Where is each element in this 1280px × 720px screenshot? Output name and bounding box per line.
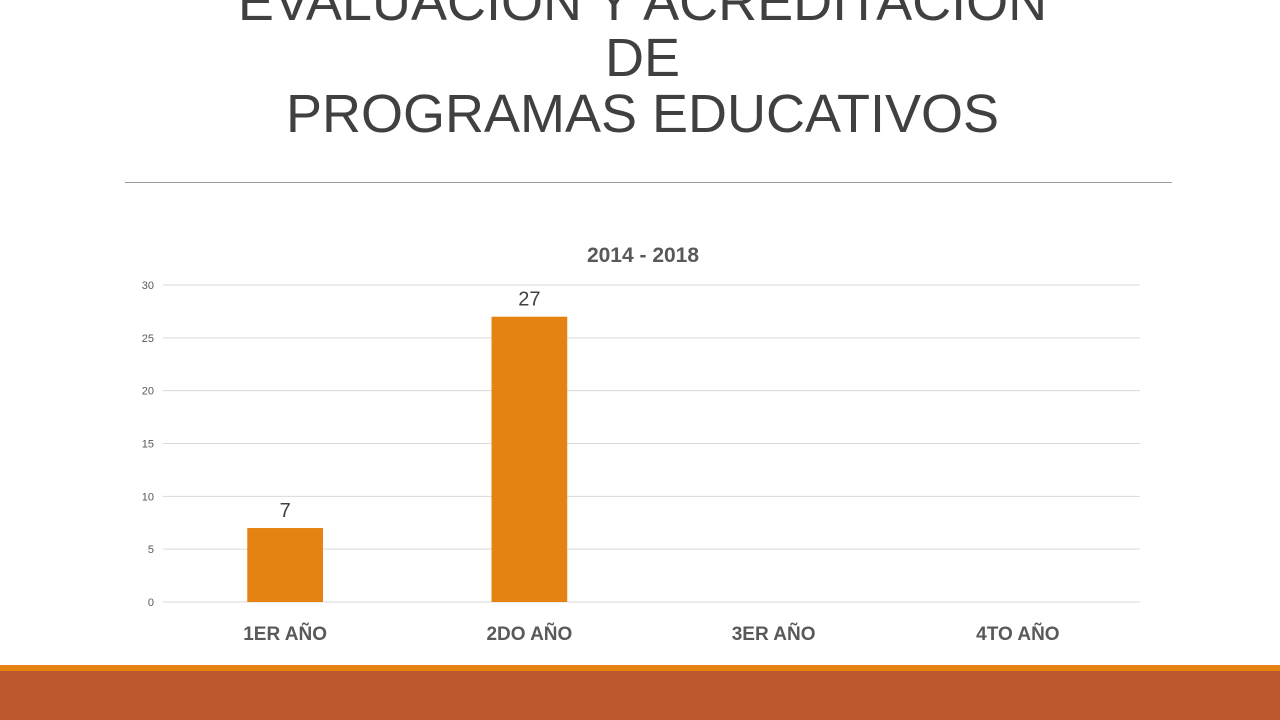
- title-line-1: EVALUACIÓN Y ACREDITACIÓN: [237, 0, 1048, 32]
- title-divider: [125, 182, 1172, 183]
- y-axis: 0 5 10 15 20 25 30: [142, 280, 154, 609]
- data-label: 7: [280, 500, 291, 522]
- y-tick-label: 15: [142, 439, 154, 451]
- bar: [247, 528, 323, 602]
- y-tick-label: 5: [148, 544, 154, 556]
- y-tick-label: 10: [142, 491, 154, 503]
- y-tick-label: 25: [142, 333, 154, 345]
- x-tick-label: 4TO AÑO: [976, 623, 1059, 645]
- x-axis: 1ER AÑO 2DO AÑO 3ER AÑO 4TO AÑO: [243, 623, 1059, 645]
- gridlines: [163, 284, 1140, 603]
- bar: [491, 316, 568, 602]
- bars: [247, 316, 568, 602]
- chart-title: 2014 - 2018: [587, 244, 699, 267]
- y-tick-label: 0: [148, 597, 154, 609]
- footer-accent-line: [0, 665, 1280, 671]
- data-label: 27: [518, 289, 540, 311]
- x-tick-label: 2DO AÑO: [486, 623, 572, 645]
- footer-band: [0, 671, 1280, 720]
- y-tick-label: 20: [142, 386, 154, 398]
- bar-chart: 2014 - 2018 0 5 10 15 20 25 30 7 27 1ER AÑO 2DO …: [142, 244, 1140, 645]
- title-line-2: DE: [604, 28, 680, 88]
- title-line-3: PROGRAMAS EDUCATIVOS: [285, 84, 1000, 144]
- y-tick-label: 30: [142, 280, 154, 292]
- x-tick-label: 3ER AÑO: [732, 623, 816, 645]
- x-tick-label: 1ER AÑO: [243, 623, 327, 645]
- slide-title: EVALUACIÓN Y ACREDITACIÓN DE PROGRAMAS E…: [120, 0, 1165, 142]
- data-labels: 7 27: [280, 289, 541, 522]
